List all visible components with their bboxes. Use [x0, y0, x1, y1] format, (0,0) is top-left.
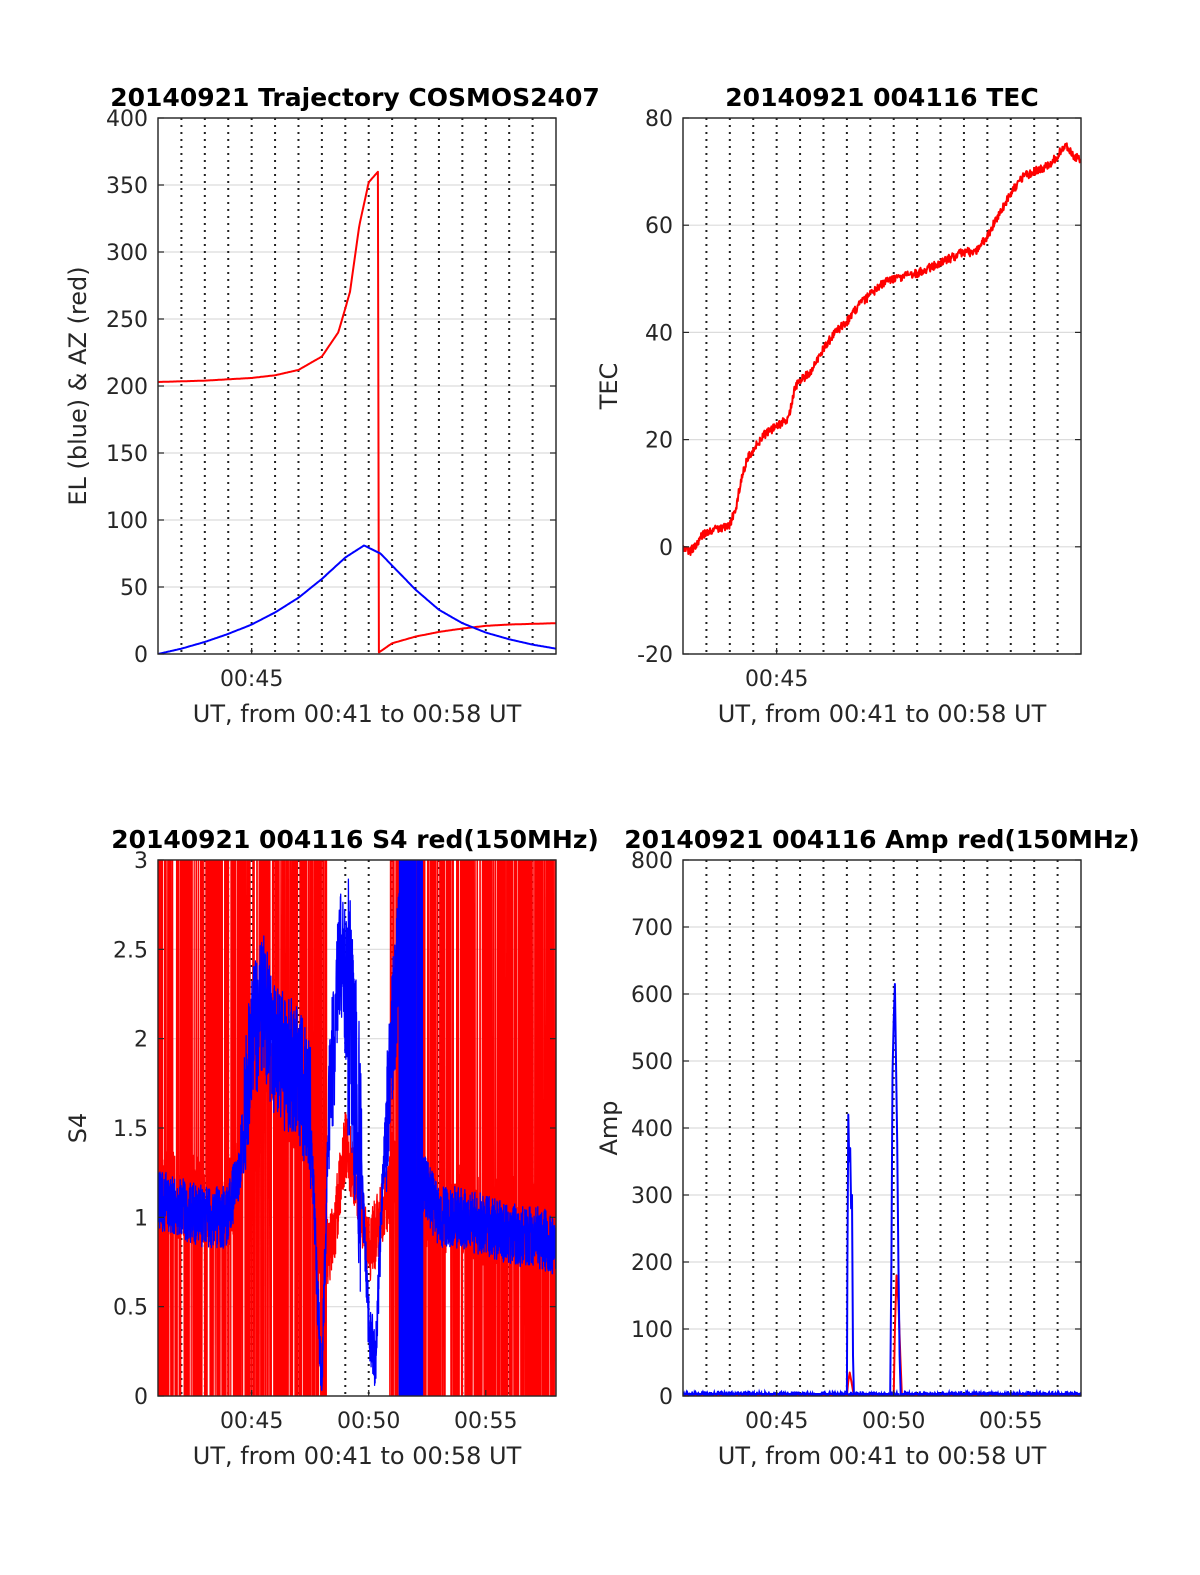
tec-data-layer	[683, 142, 1081, 556]
s4-y-tick-label: 0.5	[113, 1296, 148, 1321]
s4-x-tick-label: 00:50	[337, 1409, 400, 1434]
amp-series-blue	[683, 983, 1081, 1395]
tec-y-tick-label: 80	[645, 107, 673, 132]
tec-series-red	[683, 142, 1081, 556]
trajectory-series-blue	[158, 544, 556, 654]
s4-y-tick-label: 2.5	[113, 938, 148, 963]
amp-title: 20140921 004116 Amp red(150MHz)	[624, 825, 1140, 854]
s4-title: 20140921 004116 S4 red(150MHz)	[111, 825, 599, 854]
tec-axes-box	[682, 117, 1082, 655]
trajectory-data-layer	[158, 170, 556, 654]
tec-y-tick-label: -20	[637, 643, 673, 668]
s4-x-tick-label: 00:45	[220, 1409, 283, 1434]
amp-chart: 0 100 200 300 400 500 600 700 800 00:45 00:50 00:55…	[595, 825, 1140, 1470]
amp-y-axis-label: Amp	[595, 1100, 623, 1155]
amp-data-layer	[683, 983, 1081, 1396]
tec-y-tick-label: 20	[645, 429, 673, 454]
tec-plot-area	[682, 117, 1082, 655]
tec-y-axis-label: TEC	[595, 363, 623, 411]
amp-y-tick-label: 200	[631, 1251, 673, 1276]
trajectory-y-tick-label: 0	[134, 643, 148, 668]
amp-y-tick-label: 300	[631, 1184, 673, 1209]
amp-axes-box	[682, 859, 1082, 1397]
trajectory-x-tick-label: 00:45	[220, 667, 283, 692]
trajectory-y-tick-label: 100	[106, 509, 148, 534]
trajectory-title: 20140921 Trajectory COSMOS2407	[110, 83, 600, 112]
trajectory-y-tick-label: 150	[106, 442, 148, 467]
trajectory-y-tick-label: 50	[120, 576, 148, 601]
tec-x-tick-label: 00:45	[745, 667, 808, 692]
amp-y-tick-label: 500	[631, 1050, 673, 1075]
trajectory-y-tick-label: 200	[106, 375, 148, 400]
trajectory-chart: 0 50 100 150 200 250 300 350 400 00:45 20140921 Tr…	[64, 83, 600, 728]
s4-data-layer	[158, 860, 556, 1396]
s4-y-tick-label: 1.5	[113, 1117, 148, 1142]
amp-y-tick-label: 100	[631, 1318, 673, 1343]
tec-title: 20140921 004116 TEC	[725, 83, 1038, 112]
trajectory-y-tick-label: 400	[106, 107, 148, 132]
s4-axes-box	[157, 859, 557, 1397]
amp-x-tick-label: 00:50	[862, 1409, 925, 1434]
amp-y-tick-label: 600	[631, 983, 673, 1008]
tec-x-axis-label: UT, from 00:41 to 00:58 UT	[718, 700, 1047, 728]
amp-y-tick-label: 400	[631, 1117, 673, 1142]
s4-x-tick-label: 00:55	[454, 1409, 517, 1434]
amp-y-tick-label: 800	[631, 849, 673, 874]
trajectory-x-axis-label: UT, from 00:41 to 00:58 UT	[193, 700, 522, 728]
s4-x-axis-label: UT, from 00:41 to 00:58 UT	[193, 1442, 522, 1470]
amp-y-tick-label: 700	[631, 916, 673, 941]
tec-chart: -20 0 20 40 60 80 00:45 20140921 004116 TEC UT, …	[595, 83, 1082, 728]
amp-x-tick-label: 00:55	[979, 1409, 1042, 1434]
s4-y-tick-label: 2	[134, 1028, 148, 1053]
amp-y-tick-label: 0	[659, 1385, 673, 1410]
tec-y-tick-label: 40	[645, 321, 673, 346]
trajectory-y-axis-label: EL (blue) & AZ (red)	[64, 266, 92, 505]
s4-series-blue	[158, 860, 556, 1396]
trajectory-series-red	[158, 170, 556, 654]
s4-y-tick-label: 0	[134, 1385, 148, 1410]
amp-x-tick-label: 00:45	[745, 1409, 808, 1434]
amp-x-axis-label: UT, from 00:41 to 00:58 UT	[718, 1442, 1047, 1470]
trajectory-y-tick-label: 350	[106, 174, 148, 199]
s4-y-tick-label: 3	[134, 849, 148, 874]
trajectory-y-tick-label: 300	[106, 241, 148, 266]
s4-y-axis-label: S4	[64, 1113, 92, 1144]
s4-y-tick-label: 1	[134, 1206, 148, 1231]
trajectory-axes-box	[157, 117, 557, 655]
s4-chart: 0 0.5 1 1.5 2 2.5 3 00:45 00:50 00:55 20140921 004…	[64, 825, 599, 1470]
tec-y-tick-label: 0	[659, 536, 673, 561]
trajectory-y-tick-label: 250	[106, 308, 148, 333]
tec-y-tick-label: 60	[645, 214, 673, 239]
